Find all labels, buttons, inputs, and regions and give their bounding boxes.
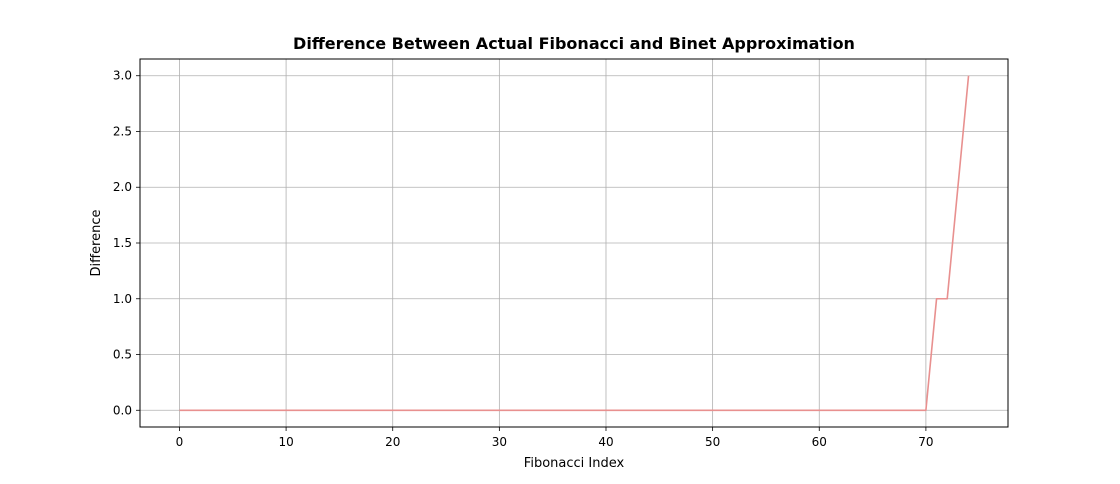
x-tick-label: 20 (385, 435, 400, 449)
x-tick-label: 60 (812, 435, 827, 449)
x-tick-label: 70 (918, 435, 933, 449)
y-tick-label: 2.0 (113, 180, 132, 194)
grid (140, 59, 1008, 427)
x-tick-label: 10 (278, 435, 293, 449)
x-tick-label: 0 (176, 435, 184, 449)
series-line (179, 75, 970, 412)
chart-title: Difference Between Actual Fibonacci and … (293, 34, 855, 53)
y-axis-label: Difference (89, 209, 104, 276)
y-tick-label: 0.0 (113, 403, 132, 417)
ticks: 0 10 20 30 40 50 60 70 0.0 0.5 1.0 1.5 2.0 2.5 3.0 (113, 69, 934, 449)
y-tick-label: 3.0 (113, 69, 132, 83)
y-tick-label: 0.5 (113, 348, 132, 362)
y-tick-label: 2.5 (113, 124, 132, 138)
y-tick-label: 1.5 (113, 236, 132, 250)
x-tick-label: 40 (598, 435, 613, 449)
series-layer (179, 75, 970, 412)
x-axis-label: Fibonacci Index (524, 456, 625, 471)
y-tick-label: 1.0 (113, 292, 132, 306)
x-tick-label: 50 (705, 435, 720, 449)
x-tick-label: 30 (492, 435, 507, 449)
